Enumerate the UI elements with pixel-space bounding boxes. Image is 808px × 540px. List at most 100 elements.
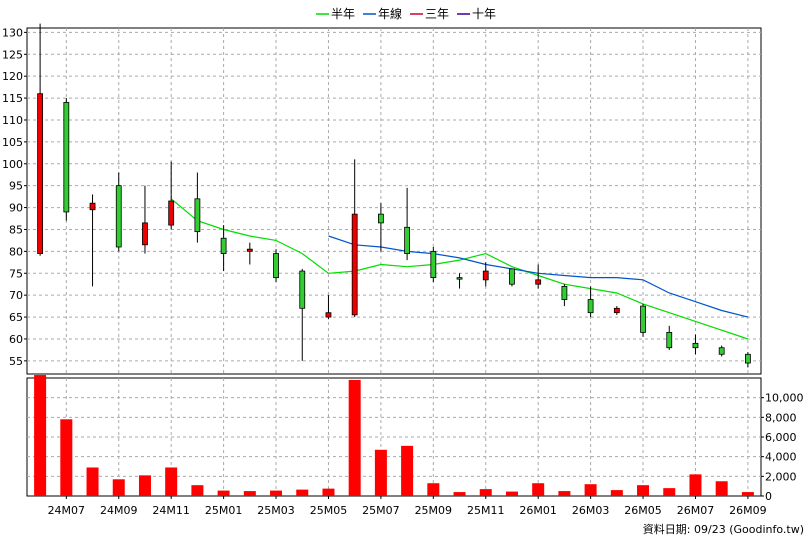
volume-bar-24M11 [165, 467, 178, 496]
volume-bar-24M07 [60, 419, 73, 496]
volume-bar-26M07 [689, 474, 702, 496]
volume-bar-24M08 [86, 467, 99, 496]
volume-bar-25M04 [296, 489, 309, 496]
volume-tick-label-4: 8,000 [765, 411, 797, 424]
candle-body [718, 347, 725, 355]
ma-line-0 [170, 198, 749, 340]
candle-25M10 [456, 273, 463, 289]
volume-bar-24M12 [191, 485, 204, 496]
volume-tick-label-3: 6,000 [765, 431, 797, 444]
price-tick-label-9: 100 [2, 158, 23, 171]
candle-body [351, 213, 358, 316]
candle-26M04 [613, 306, 620, 315]
candle-26M08 [718, 345, 725, 357]
x-tick-label-13: 26M09 [729, 504, 767, 517]
candle-24M08 [89, 194, 96, 287]
candle-body [744, 353, 751, 364]
x-tick-label-2: 24M11 [152, 504, 190, 517]
candle-26M02 [561, 284, 568, 307]
price-tick-label-0: 55 [9, 355, 23, 368]
volume-axis-ticks: 0 2,000 4,000 6,000 8,000 10,000 [761, 392, 804, 503]
candle-body [587, 299, 594, 314]
candle-body [220, 237, 227, 254]
volume-bar-26M04 [610, 490, 623, 496]
volume-bar-25M06 [348, 379, 361, 496]
x-axis-ticks: 24M07 24M09 24M11 25M01 25M03 25M05 25M07 25M09… [48, 496, 767, 517]
volume-bar-24M10 [138, 475, 151, 496]
candle-body [404, 226, 411, 254]
volume-bar-26M03 [584, 484, 597, 496]
legend-label-0: 半年 [331, 7, 355, 21]
price-panel-frame [26, 27, 762, 375]
candle-25M01 [220, 225, 227, 272]
x-tick-label-6: 25M07 [362, 504, 400, 517]
price-tick-label-12: 115 [2, 92, 23, 105]
candle-24M10 [142, 185, 148, 254]
candle-25M07 [377, 203, 384, 252]
volume-tick-label-1: 2,000 [765, 470, 797, 483]
volume-bar-25M11 [479, 489, 492, 496]
price-tick-label-14: 125 [2, 48, 23, 61]
x-tick-label-10: 26M03 [572, 504, 610, 517]
price-tick-label-1: 60 [9, 333, 23, 346]
candle-body [37, 93, 44, 254]
candle-body [194, 198, 201, 233]
price-axis-ticks: 55 60 65 70 75 80 85 90 95 100 105 110 115 120 125 130 [2, 26, 27, 368]
x-tick-label-4: 25M03 [257, 504, 295, 517]
candle-26M01 [535, 264, 542, 289]
candle-body [640, 305, 646, 333]
price-panel-grid [26, 27, 762, 375]
candle-26M05 [640, 303, 646, 337]
volume-bar-26M09 [741, 492, 754, 496]
volume-bar-26M05 [637, 485, 650, 496]
candle-body [377, 213, 384, 224]
candle-body [325, 312, 332, 318]
volume-bar-26M02 [558, 491, 571, 496]
volume-bar-26M08 [715, 481, 728, 496]
candle-body [89, 202, 96, 211]
candle-body [666, 331, 673, 349]
price-tick-label-2: 65 [9, 311, 23, 324]
volume-bar-25M12 [505, 491, 518, 496]
price-tick-label-7: 90 [9, 202, 23, 215]
volume-bar-25M05 [322, 488, 335, 496]
candle-25M03 [273, 249, 279, 283]
candle-24M11 [168, 161, 175, 230]
candle-25M06 [351, 159, 358, 318]
candle-24M12 [194, 172, 201, 243]
price-tick-label-11: 110 [2, 114, 23, 127]
volume-bar-25M02 [243, 491, 256, 496]
candle-25M05 [325, 295, 332, 320]
legend-label-1: 年線 [378, 6, 402, 21]
price-tick-label-5: 80 [9, 245, 23, 258]
volume-bar-26M06 [663, 488, 676, 496]
volume-tick-label-0: 0 [765, 490, 772, 503]
candle-26M03 [587, 286, 594, 318]
legend-label-3: 十年 [472, 7, 496, 21]
candle-body [430, 250, 437, 279]
volume-bar-25M09 [427, 483, 440, 496]
x-tick-label-11: 26M05 [624, 504, 662, 517]
price-tick-label-10: 105 [2, 136, 23, 149]
candle-body [613, 307, 620, 314]
data-date-footer: 資料日期: 09/23 (Goodinfo.tw) [643, 522, 804, 536]
candle-body [509, 268, 515, 285]
candle-24M06 [37, 23, 44, 256]
candle-body [456, 277, 463, 280]
x-tick-label-0: 24M07 [48, 504, 86, 517]
candle-body [535, 279, 542, 285]
volume-panel-grid [26, 377, 762, 497]
volume-bar-24M09 [112, 479, 125, 496]
x-tick-label-5: 25M05 [310, 504, 348, 517]
price-tick-label-15: 130 [2, 26, 23, 39]
x-tick-label-8: 25M11 [467, 504, 505, 517]
volume-bar-25M08 [401, 445, 414, 496]
candle-body [692, 342, 699, 349]
candle-body [299, 270, 306, 309]
candle-25M09 [430, 246, 437, 283]
volume-bar-25M10 [453, 492, 466, 496]
legend: 半年 年線 三年 十年 [316, 6, 496, 21]
volume-tick-label-5: 10,000 [765, 392, 804, 405]
candle-25M02 [246, 242, 253, 265]
